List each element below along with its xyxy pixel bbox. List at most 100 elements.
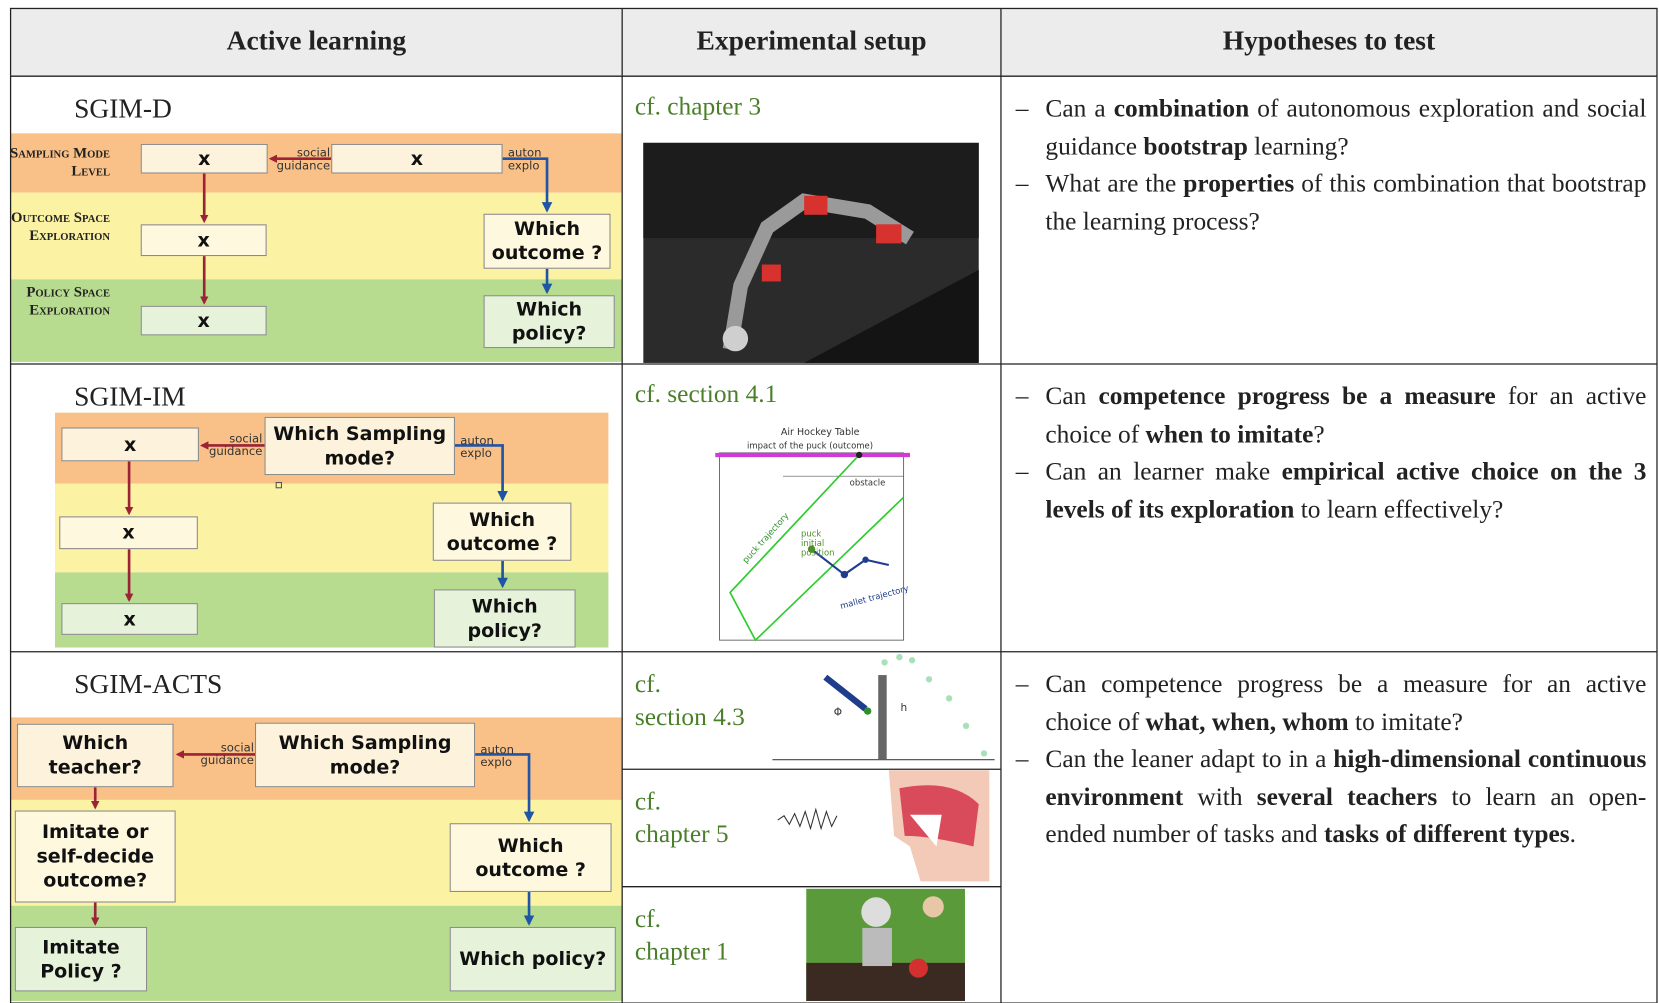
hypothesis: – Can competence progress be a measure fo… — [1016, 379, 1647, 454]
hypothesis-text: competence progress be a measure — [1098, 383, 1496, 411]
hypothesis-text: ? — [1313, 420, 1325, 449]
decision-box: Which policy? — [449, 926, 616, 992]
decision-box: x — [140, 143, 268, 174]
hypothesis-text: when to imitate — [1145, 420, 1314, 449]
hypothesis-text: . — [1569, 821, 1577, 849]
column-header: Experimental setup — [696, 25, 927, 57]
decision-box: Which Sampling mode? — [264, 416, 455, 476]
decision-box: x — [140, 305, 267, 336]
decision-box: x — [140, 224, 267, 257]
decision-box: x — [59, 516, 198, 550]
hypothesis-text: combination — [1113, 95, 1250, 123]
band — [10, 133, 623, 193]
hypothesis-text: What are the — [1045, 170, 1184, 198]
hypothesis-text: to learn an open-ended number of tasks a… — [1045, 783, 1647, 849]
decision-box: Which outcome ? — [432, 502, 572, 561]
hypothesis-text: what, when, whom — [1145, 708, 1349, 736]
arm-figure — [772, 653, 995, 761]
robot-photo — [643, 142, 979, 363]
decision-box: Which teacher? — [16, 723, 174, 788]
level-label: Sampling Mode Level — [10, 146, 111, 180]
decision-box: Which outcome ? — [449, 823, 612, 892]
figure-label: impact of the puck (outcome) — [747, 441, 874, 451]
decision-box: Imitate or self-decide outcome? — [14, 810, 176, 903]
bullet: – — [1015, 383, 1029, 411]
hypothesis: – Can a combination of autonomous explora… — [1016, 91, 1647, 166]
bullet: – — [1015, 745, 1029, 774]
hypothesis-text: of this combination that bootstrap the l… — [1045, 170, 1647, 236]
decision-box: Imitate Policy ? — [14, 926, 148, 992]
setup-reference: chapter 1 — [634, 938, 729, 967]
figure-label: obstacle — [888, 709, 897, 737]
decision-box: Which outcome ? — [483, 213, 611, 269]
setup-reference: section 4.3 — [634, 703, 745, 732]
decision-box: Which policy? — [483, 295, 615, 349]
decision-box: x — [61, 427, 199, 462]
figure-label: puck initial position — [800, 529, 835, 558]
air-hockey-plot — [706, 425, 916, 646]
figure-label: obstacle — [849, 478, 886, 488]
hypothesis-text: of autonomous exploration and social gui… — [1045, 95, 1647, 161]
bullet: – — [1015, 170, 1029, 198]
setup-reference: chapter 5 — [634, 821, 729, 849]
hypothesis-text: learning? — [1247, 132, 1349, 161]
bullet: – — [1015, 95, 1029, 123]
column-header: Active learning — [226, 25, 407, 57]
hypothesis-text: Can — [1045, 383, 1099, 411]
hypotheses: – Can competence progress be a measure fo… — [1016, 667, 1647, 855]
hypothesis: – Can competence progress be a measure fo… — [1016, 667, 1647, 742]
hypothesis-text: to learn effectively? — [1294, 495, 1504, 524]
decision-box: Which Sampling mode? — [255, 722, 476, 788]
link-label: auton explo — [480, 742, 514, 770]
decision-box: x — [61, 603, 198, 635]
hypothesis-text: empirical active choice on the 3 levels … — [1045, 458, 1647, 524]
hypothesis-text: for an active choice of — [1045, 383, 1647, 449]
decision-box: Which policy? — [433, 589, 576, 648]
figure-label: Φ — [833, 706, 843, 719]
hypothesis-text: Can an learner make — [1045, 458, 1282, 486]
vocal-tract-figure — [777, 770, 990, 882]
hypothesis-text: to imitate? — [1348, 708, 1463, 736]
setup-reference: cf. — [634, 670, 661, 699]
hypothesis-text: Can the leaner adapt to in a — [1045, 745, 1334, 774]
arrows — [90, 154, 553, 926]
figure-label: Air Hockey Table — [780, 427, 860, 439]
hypothesis: – Can the leaner adapt to in a high-dimen… — [1016, 742, 1647, 855]
setup-reference: cf. — [634, 905, 661, 934]
link-label: social guidance — [200, 740, 254, 768]
hypothesis-text: with — [1183, 783, 1257, 812]
link-label: auton explo — [507, 146, 542, 173]
hypothesis-text: Can a — [1045, 95, 1114, 123]
hypothesis-text: tasks of different types — [1323, 821, 1570, 849]
column-header: Hypotheses to test — [1222, 25, 1436, 57]
hypothesis-text: Can competence progress be a measure for… — [1045, 670, 1647, 736]
hypothesis: – What are the properties of this combina… — [1016, 166, 1647, 241]
bullet: – — [1015, 670, 1029, 699]
hypothesis: – Can an learner make empirical active ch… — [1016, 454, 1647, 529]
hypotheses: – Can competence progress be a measure fo… — [1016, 379, 1647, 529]
icub-photo — [806, 888, 965, 1001]
hypothesis-text: properties — [1183, 170, 1295, 198]
setup-reference: cf. section 4.1 — [634, 380, 778, 409]
figure-label: h — [900, 702, 908, 715]
hypothesis-text: bootstrap — [1143, 132, 1248, 161]
algorithm-name: SGIM-ACTS — [74, 668, 223, 700]
hypotheses: – Can a combination of autonomous explora… — [1016, 91, 1647, 241]
link-label: social guidance — [208, 431, 263, 459]
hypothesis-text: high-dimensional continuous environment — [1045, 745, 1647, 812]
bullet: – — [1015, 458, 1029, 486]
hypothesis-text: several teachers — [1256, 783, 1438, 812]
level-label: Outcome Space Exploration — [10, 210, 111, 245]
link-label: social guidance — [276, 146, 331, 173]
header-background — [10, 8, 1657, 77]
setup-reference: cf. chapter 3 — [634, 93, 762, 121]
link-label: auton explo — [460, 433, 494, 461]
setup-reference: cf. — [634, 788, 661, 816]
decision-box: x — [331, 143, 503, 174]
level-label: Policy Space Exploration — [26, 284, 111, 319]
handle — [275, 481, 282, 489]
algorithm-name: SGIM-IM — [74, 380, 186, 412]
algorithm-name: SGIM-D — [74, 93, 172, 124]
